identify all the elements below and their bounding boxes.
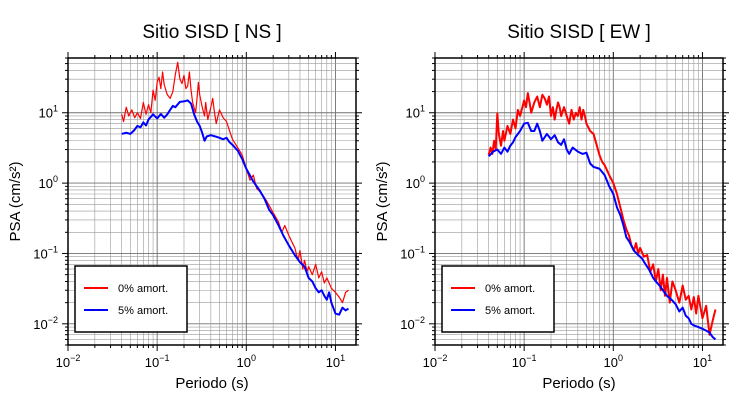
- series-line-1: [121, 61, 349, 304]
- y-axis-label: PSA (cm/s²): [7, 161, 24, 241]
- x-tick-label: 10−1: [145, 353, 170, 370]
- x-axis-label: Periodo (s): [542, 375, 615, 392]
- x-tick-label: 101: [326, 353, 345, 370]
- y-tick-label: 10−1: [33, 244, 58, 261]
- legend-box: [441, 265, 555, 333]
- chart-panel-2: Sitio SISD [ EW ] 10−2 10−1 100 101 10−2 10−1 1…: [374, 22, 729, 392]
- x-tick-label: 101: [693, 353, 712, 370]
- series-line-2: [121, 99, 350, 316]
- x-tick-label: 10−2: [56, 353, 81, 370]
- legend-label: 0% amort.: [485, 283, 535, 295]
- y-tick-label: 10−1: [400, 244, 425, 261]
- x-tick-label: 10−1: [512, 353, 537, 370]
- x-tick-label: 100: [237, 353, 256, 370]
- y-axis-label: PSA (cm/s²): [374, 161, 391, 241]
- y-tick-label: 101: [406, 104, 425, 121]
- legend: 0% amort. 5% amort.: [441, 265, 555, 333]
- y-tick-label: 100: [39, 174, 58, 191]
- x-tick-label: 10−2: [423, 353, 448, 370]
- legend: 0% amort. 5% amort.: [74, 265, 188, 333]
- y-tick-label: 10−2: [33, 315, 58, 332]
- series-line-1: [487, 92, 717, 336]
- y-tick-label: 101: [39, 104, 58, 121]
- legend-box: [74, 265, 188, 333]
- legend-label: 0% amort.: [118, 283, 168, 295]
- legend-label: 5% amort.: [118, 305, 168, 317]
- x-tick-label: 100: [604, 353, 623, 370]
- y-tick-label: 100: [406, 174, 425, 191]
- plot-frame: [434, 57, 724, 346]
- x-axis-label: Periodo (s): [175, 375, 248, 392]
- grid: [435, 58, 723, 345]
- chart-panel-1: Sitio SISD [ NS ] 10−2 10−1 100 101 10−2 10−1 1…: [7, 22, 362, 392]
- chart-title: Sitio SISD [ NS ]: [142, 22, 281, 43]
- y-tick-label: 10−2: [400, 315, 425, 332]
- plot-frame: [67, 57, 357, 346]
- chart-title: Sitio SISD [ EW ]: [507, 22, 651, 43]
- legend-label: 5% amort.: [485, 305, 535, 317]
- series-line-2: [487, 121, 717, 341]
